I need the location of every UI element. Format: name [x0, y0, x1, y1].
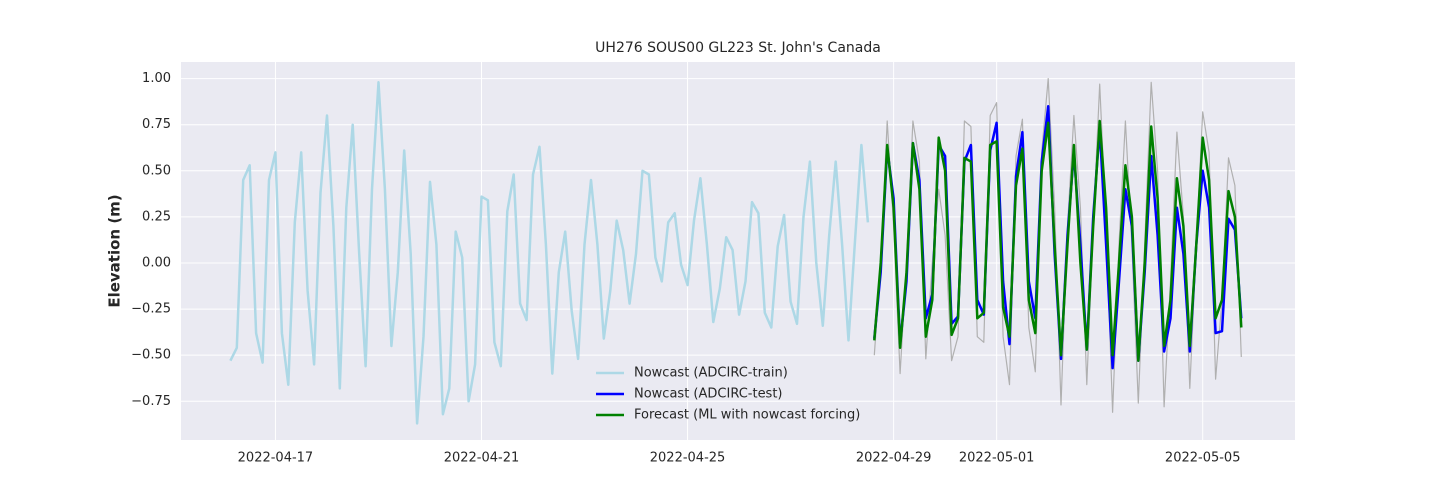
- legend-label: Nowcast (ADCIRC-train): [634, 366, 788, 381]
- x-tick-label: 2022-05-05: [1165, 451, 1241, 466]
- x-tick-label: 2022-04-25: [650, 451, 726, 466]
- series-line: [873, 119, 1243, 362]
- y-tick-label: 1.00: [142, 71, 171, 86]
- y-tick-label: 0.75: [142, 117, 171, 132]
- x-tick-label: 2022-05-01: [959, 451, 1035, 466]
- y-tick-label: −0.25: [131, 302, 171, 317]
- y-tick-label: 0.00: [142, 255, 171, 270]
- y-tick-label: 0.25: [142, 209, 171, 224]
- y-tick-label: −0.75: [131, 394, 171, 409]
- legend-label: Nowcast (ADCIRC-test): [634, 387, 783, 402]
- y-axis-label: Elevation (m): [106, 194, 124, 307]
- y-tick-label: 0.50: [142, 163, 171, 178]
- series-line: [229, 81, 870, 425]
- x-tick-label: 2022-04-17: [238, 451, 314, 466]
- x-tick-label: 2022-04-29: [856, 451, 932, 466]
- plot-area: [181, 62, 1295, 440]
- chart-title: UH276 SOUS00 GL223 St. John's Canada: [595, 40, 881, 56]
- legend-label: Forecast (ML with nowcast forcing): [634, 408, 860, 423]
- x-tick-label: 2022-04-21: [444, 451, 520, 466]
- y-tick-label: −0.50: [131, 348, 171, 363]
